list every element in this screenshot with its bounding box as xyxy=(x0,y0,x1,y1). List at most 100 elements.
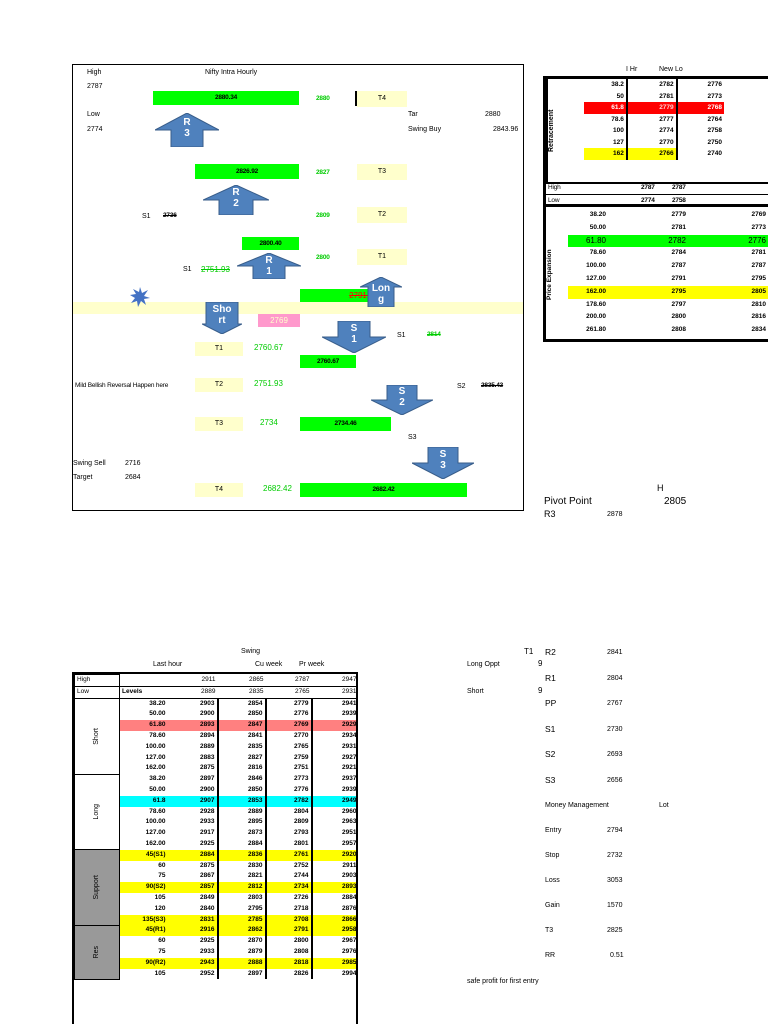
swing-cell: 2895 xyxy=(217,817,267,829)
swing-cell: 2897 xyxy=(217,968,267,980)
price-band xyxy=(73,302,523,314)
swing-cell: 105 xyxy=(154,969,166,977)
burst-icon xyxy=(130,287,150,309)
swing-cell: 45(S1) xyxy=(119,849,168,861)
expansion-row: 178.60 2797 2810 xyxy=(568,299,768,312)
level-value: 2841 xyxy=(607,649,623,656)
swing-cell: 2734 xyxy=(265,882,313,893)
mm-label: Loss xyxy=(545,877,560,884)
swing-cell: 2889 xyxy=(167,741,219,753)
level-label: S2 xyxy=(545,749,556,759)
expansion-row: 50.00 2781 2773 xyxy=(568,222,768,235)
swing-cell: 2809 xyxy=(265,817,313,829)
swing-cell: 2776 xyxy=(265,709,313,721)
t2-bottom-label: T2 xyxy=(195,378,243,392)
swing-row: 100.00 2933 2895 2809 2963 xyxy=(75,817,356,829)
swing-row: 78.60 2928 2889 2804 2960 xyxy=(75,806,356,818)
s1-arrow-label: S 1 xyxy=(350,323,358,345)
s2-arrow-label: S 2 xyxy=(398,386,406,408)
ret-low-newlow: 2758 xyxy=(672,197,686,204)
swing-cell: 105 xyxy=(154,893,166,901)
swing-row: 162.00 2925 2884 2801 2957 xyxy=(75,838,357,850)
section-label: Res xyxy=(74,924,120,980)
swing-cell: 120 xyxy=(154,904,166,912)
swing-cell: 2808 xyxy=(265,946,313,958)
swing-cell: 2759 xyxy=(265,752,313,764)
retracement-cell: 2774 xyxy=(626,125,678,137)
swing-cell: 2812 xyxy=(217,882,267,893)
expansion-cell: 2781 xyxy=(671,223,686,231)
r2-up-arrow-icon: R 2 xyxy=(203,185,269,215)
swing-cell: 2900 xyxy=(167,784,219,796)
expansion-cell: 50.00 xyxy=(589,223,606,231)
expansion-cell: 2791 xyxy=(671,274,686,282)
swing-low-row: Low Levels 2889 2835 2765 2931 xyxy=(74,685,356,699)
long-opp-value: 9 xyxy=(538,659,543,668)
swing-cell: 2853 xyxy=(217,795,267,807)
swing-cell: 2866 xyxy=(311,914,356,926)
short-down-arrow-icon: Sho rt xyxy=(202,302,242,334)
swing-cell: 2957 xyxy=(342,839,357,847)
retracement-cell: 78.6 xyxy=(584,113,628,125)
swing-cell: 2718 xyxy=(265,903,313,915)
retracement-row: 127 2770 2750 xyxy=(584,136,724,148)
t3-bottom-label: T3 xyxy=(195,417,243,431)
swing-high-cell: 2947 xyxy=(311,674,356,687)
level-label: PP xyxy=(545,698,557,708)
tar-label: Tar xyxy=(408,111,418,118)
swing-cell: 2850 xyxy=(217,709,267,721)
swing-cell: 2937 xyxy=(342,775,357,783)
swing-cell: 2708 xyxy=(265,914,313,926)
t3-bottom-value: 2734 xyxy=(260,418,278,427)
swing-cell: 78.60 xyxy=(149,807,166,815)
t2-top-value: 2809 xyxy=(316,212,330,219)
low-label: Low xyxy=(87,111,100,118)
swing-low-cell: 2889 xyxy=(167,686,218,699)
swing-cell: 127.00 xyxy=(145,829,166,837)
swing-cell: 2893 xyxy=(311,882,356,893)
t2-bottom-value: 2751.93 xyxy=(254,379,283,388)
expansion-cell: 261.80 xyxy=(586,326,606,334)
swing-cell: 60 xyxy=(158,937,166,945)
swing-cell: 2875 xyxy=(167,763,219,775)
s3-arrow-label: S 3 xyxy=(439,449,447,471)
swing-cell: 2836 xyxy=(217,849,267,861)
expansion-row: 200.00 2800 2816 xyxy=(568,311,768,324)
t4-bottom-label: T4 xyxy=(195,483,243,497)
swing-title: Swing xyxy=(241,648,261,655)
retracement-label: Retracement xyxy=(546,79,564,182)
swing-cell: 2854 xyxy=(217,698,267,710)
expansion-cell: 2779 xyxy=(671,211,686,218)
r1-value: 2800 xyxy=(316,254,330,261)
r3-level-box: 2880.34 xyxy=(153,91,299,105)
s1-level-box: 2760.67 xyxy=(300,355,356,368)
swing-row: 120 2840 2795 2718 2876 xyxy=(75,903,357,915)
expansion-cell: 100.00 xyxy=(586,262,606,270)
swing-cell: 2939 xyxy=(342,785,357,793)
swing-cell: 2831 xyxy=(167,914,219,926)
swing-cell: 2751 xyxy=(265,763,313,775)
swing-cell: 2888 xyxy=(217,957,267,969)
swing-cell: 2884 xyxy=(342,893,357,901)
swing-cell: 2884 xyxy=(167,849,219,861)
swing-row: 75 2867 2821 2744 2903 xyxy=(75,871,356,883)
swing-cell: 2827 xyxy=(217,752,267,764)
swing-cell: 2903 xyxy=(167,698,219,710)
expansion-cell: 200.00 xyxy=(586,313,606,321)
swing-cell: 2793 xyxy=(265,828,313,839)
retracement-cell: 2758 xyxy=(707,127,722,134)
retracement-cell: 127 xyxy=(584,136,628,148)
t1-bottom-label: T1 xyxy=(195,342,243,356)
swing-cell: 2876 xyxy=(342,904,357,912)
retracement-row: 162 2766 2740 xyxy=(584,148,724,160)
swing-row: 60 2875 2830 2752 2911 xyxy=(75,860,356,872)
swing-cell: 50.00 xyxy=(149,785,166,793)
r1-arrow-label: R 1 xyxy=(265,255,273,277)
tar-value: 2880 xyxy=(485,111,501,118)
s2-level-box: 2734.46 xyxy=(300,417,391,431)
s1-down-arrow-icon: S 1 xyxy=(322,321,386,353)
swing-row: Short 38.20 2903 2854 2779 2941 xyxy=(74,697,356,775)
swing-row: 127.00 2917 2873 2793 2951 xyxy=(75,828,356,839)
mm-value: 2732 xyxy=(607,852,623,859)
mm-value: 1570 xyxy=(607,902,623,909)
